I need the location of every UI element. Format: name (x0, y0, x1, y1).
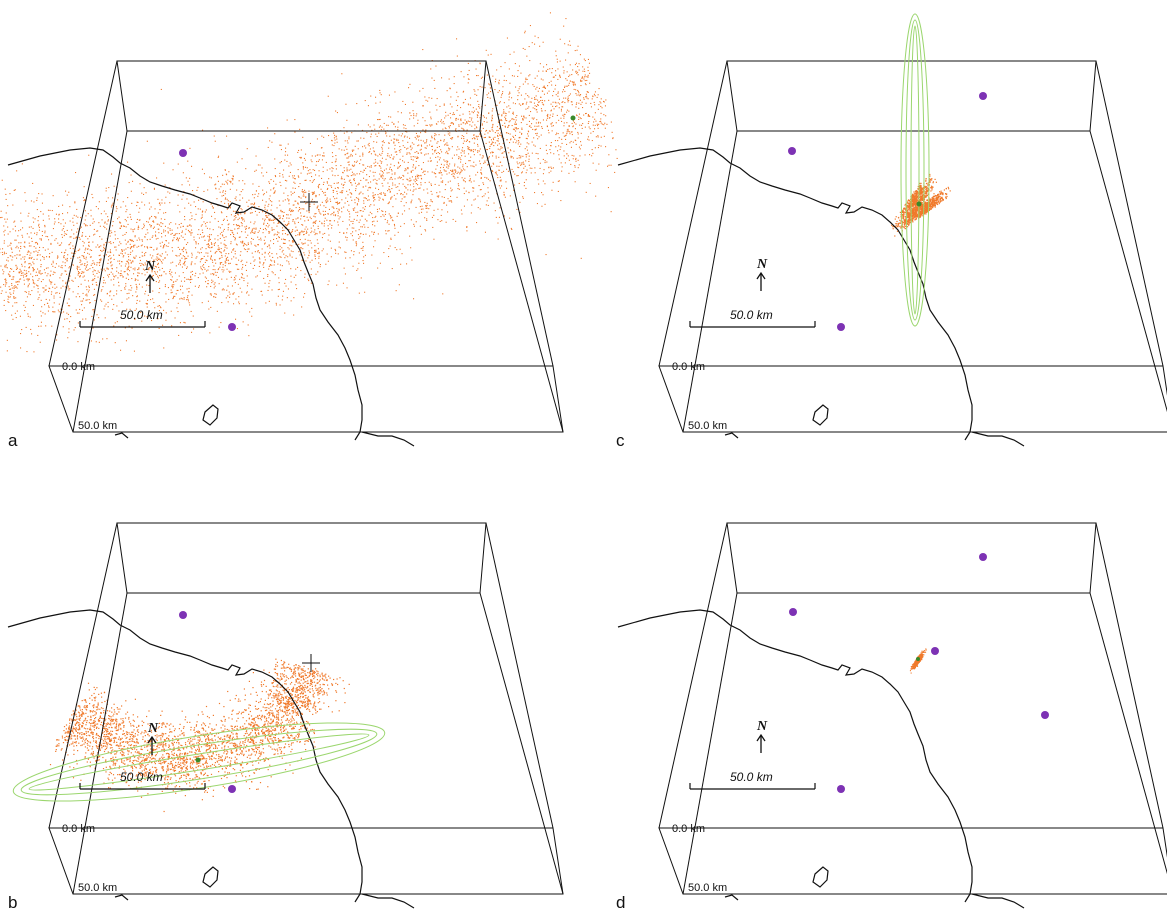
panel-a-station-2 (228, 323, 236, 331)
panel-b-error-ellipse (12, 722, 386, 802)
panel-b-scale-label: 50.0 km (120, 770, 163, 784)
panel-c-coastline (617, 147, 1025, 447)
panel-b-depth-bottom-label: 50.0 km (78, 882, 117, 894)
panel-c-depth-bottom-label: 50.0 km (688, 420, 727, 432)
panel-a-north-arrow: N (144, 259, 156, 293)
panel-b-hypocenter (195, 757, 201, 763)
panel-b-reference-cross (302, 654, 320, 672)
panel-a-hypocenter (570, 115, 576, 121)
panel-c-letter: c (616, 431, 625, 450)
panel-d-station-3 (979, 553, 987, 561)
panel-c-model-box (658, 60, 1167, 433)
panel-a-scale-bar: 50.0 km (79, 308, 206, 328)
panel-a-north-label: N (144, 259, 156, 274)
panel-c: N 50.0 km 0.0 km 50.0 km c (616, 13, 1167, 450)
panel-a-depth-bottom-label: 50.0 km (78, 420, 117, 432)
panel-d-station-4 (931, 647, 939, 655)
panel-a-model-box (48, 60, 564, 433)
panel-a-scale-label: 50.0 km (120, 308, 163, 322)
panel-c-hypocenter (916, 201, 922, 207)
panel-d-station-2 (837, 785, 845, 793)
panel-d-cloud (909, 648, 927, 674)
panel-d-scale-bar: 50.0 km (689, 770, 816, 790)
panel-c-north-label: N (756, 257, 768, 272)
panel-b-north-label: N (147, 721, 159, 736)
panel-c-scale-bar: 50.0 km (689, 308, 816, 328)
panel-d-model-box (658, 522, 1167, 895)
panel-d-letter: d (616, 893, 625, 911)
panel-a-cloud (0, 12, 618, 353)
panel-d-depth-bottom-label: 50.0 km (688, 882, 727, 894)
panel-b: N 50.0 km 0.0 km 50.0 km b (7, 522, 564, 911)
panel-d-scale-label: 50.0 km (730, 770, 773, 784)
panel-b-letter: b (8, 893, 17, 911)
panel-b-station-1 (179, 611, 187, 619)
panel-d-station-1 (789, 608, 797, 616)
panel-a-reference-cross (300, 193, 318, 211)
panel-d-depth-top-label: 0.0 km (672, 823, 705, 835)
panel-d-north-label: N (756, 719, 768, 734)
panel-d-north-arrow: N (756, 719, 768, 753)
panel-d-hypocenter (916, 657, 920, 661)
panel-a-station-1 (179, 149, 187, 157)
panel-c-scale-label: 50.0 km (730, 308, 773, 322)
panel-c-station-3 (979, 92, 987, 100)
panel-c-depth-top-label: 0.0 km (672, 361, 705, 373)
panel-c-station-2 (837, 323, 845, 331)
panel-b-model-box (48, 522, 564, 895)
panel-c-error-ellipse (900, 13, 930, 327)
panel-a: N 50.0 km 0.0 km 50.0 km a (0, 12, 618, 450)
panel-b-cloud (49, 658, 350, 813)
panel-d-station-5 (1041, 711, 1049, 719)
panel-d-coastline (617, 609, 1025, 909)
panel-c-north-arrow: N (756, 257, 768, 291)
panel-a-depth-top-label: 0.0 km (62, 361, 95, 373)
panel-b-scale-bar: 50.0 km (79, 770, 206, 790)
panel-b-north-arrow: N (147, 721, 159, 755)
panel-b-station-2 (228, 785, 236, 793)
panel-a-letter: a (8, 431, 18, 450)
panel-c-station-1 (788, 147, 796, 155)
panel-b-depth-top-label: 0.0 km (62, 823, 95, 835)
panel-d: N 50.0 km 0.0 km 50.0 km d (616, 522, 1167, 911)
